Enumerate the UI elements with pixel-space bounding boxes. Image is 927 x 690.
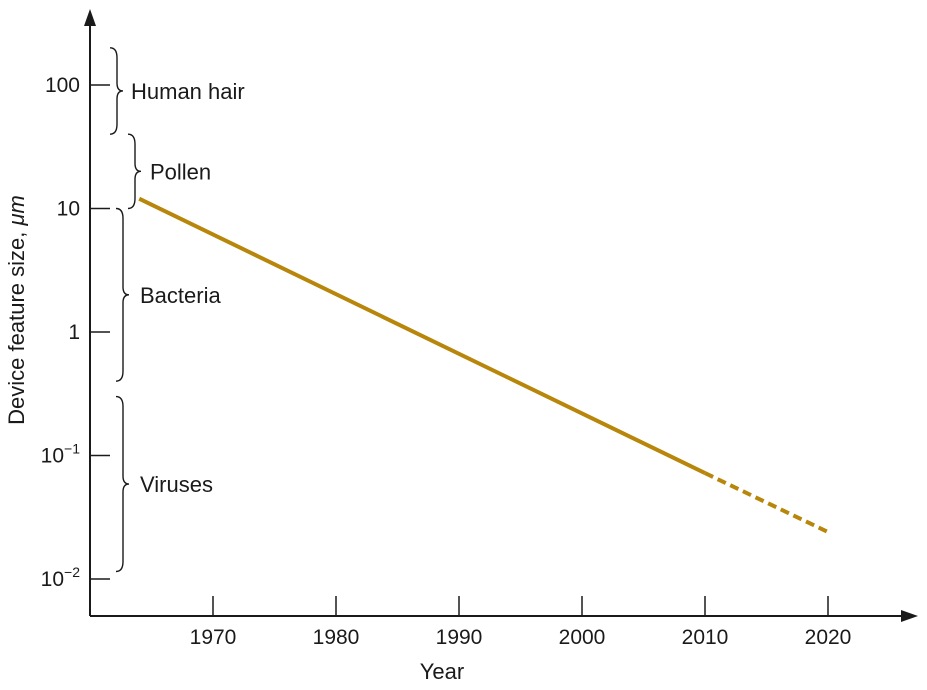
x-tick-label: 1980 bbox=[313, 626, 360, 649]
range-label: Bacteria bbox=[140, 283, 221, 308]
range-label: Viruses bbox=[140, 472, 213, 497]
series-lines bbox=[138, 196, 829, 534]
projection-line bbox=[704, 471, 829, 534]
x-tick-label: 2010 bbox=[682, 626, 729, 649]
y-tick-label: 100 bbox=[45, 74, 80, 97]
x-ticks: 1970 1980 1990 2000 2010 2020 bbox=[190, 596, 852, 649]
x-axis-arrow bbox=[901, 610, 918, 622]
y-tick-label-base: 10 bbox=[41, 445, 64, 468]
x-tick-label: 2000 bbox=[559, 626, 606, 649]
x-tick-label: 1970 bbox=[190, 626, 237, 649]
y-axis-label: Device feature size, μm bbox=[4, 195, 29, 425]
range-label: Human hair bbox=[131, 79, 245, 104]
y-tick-label-base: 10 bbox=[41, 568, 64, 591]
range-label: Pollen bbox=[150, 159, 211, 184]
range-brace bbox=[115, 395, 130, 573]
y-tick-label-exponent: −1 bbox=[64, 441, 80, 457]
y-tick-label: 10−2 bbox=[41, 564, 81, 591]
y-tick-label: 10 bbox=[57, 198, 80, 221]
trend-line bbox=[138, 196, 706, 475]
y-tick-label: 1 bbox=[68, 321, 80, 344]
x-tick-label: 1990 bbox=[436, 626, 483, 649]
y-axis-label-unit: μm bbox=[4, 195, 29, 226]
range-brace bbox=[115, 207, 130, 382]
range-brace bbox=[109, 47, 124, 135]
y-tick-label: 10−1 bbox=[41, 441, 81, 468]
y-axis-label-text: Device feature size, bbox=[4, 226, 29, 425]
size-range-braces: Human hair Pollen Bacteria Viruses bbox=[109, 47, 245, 573]
x-tick-label: 2020 bbox=[805, 626, 852, 649]
y-axis-arrow bbox=[84, 9, 96, 26]
range-brace bbox=[127, 133, 142, 210]
axes bbox=[84, 9, 918, 622]
y-tick-label-exponent: −2 bbox=[64, 564, 80, 580]
x-axis-label: Year bbox=[420, 659, 464, 684]
